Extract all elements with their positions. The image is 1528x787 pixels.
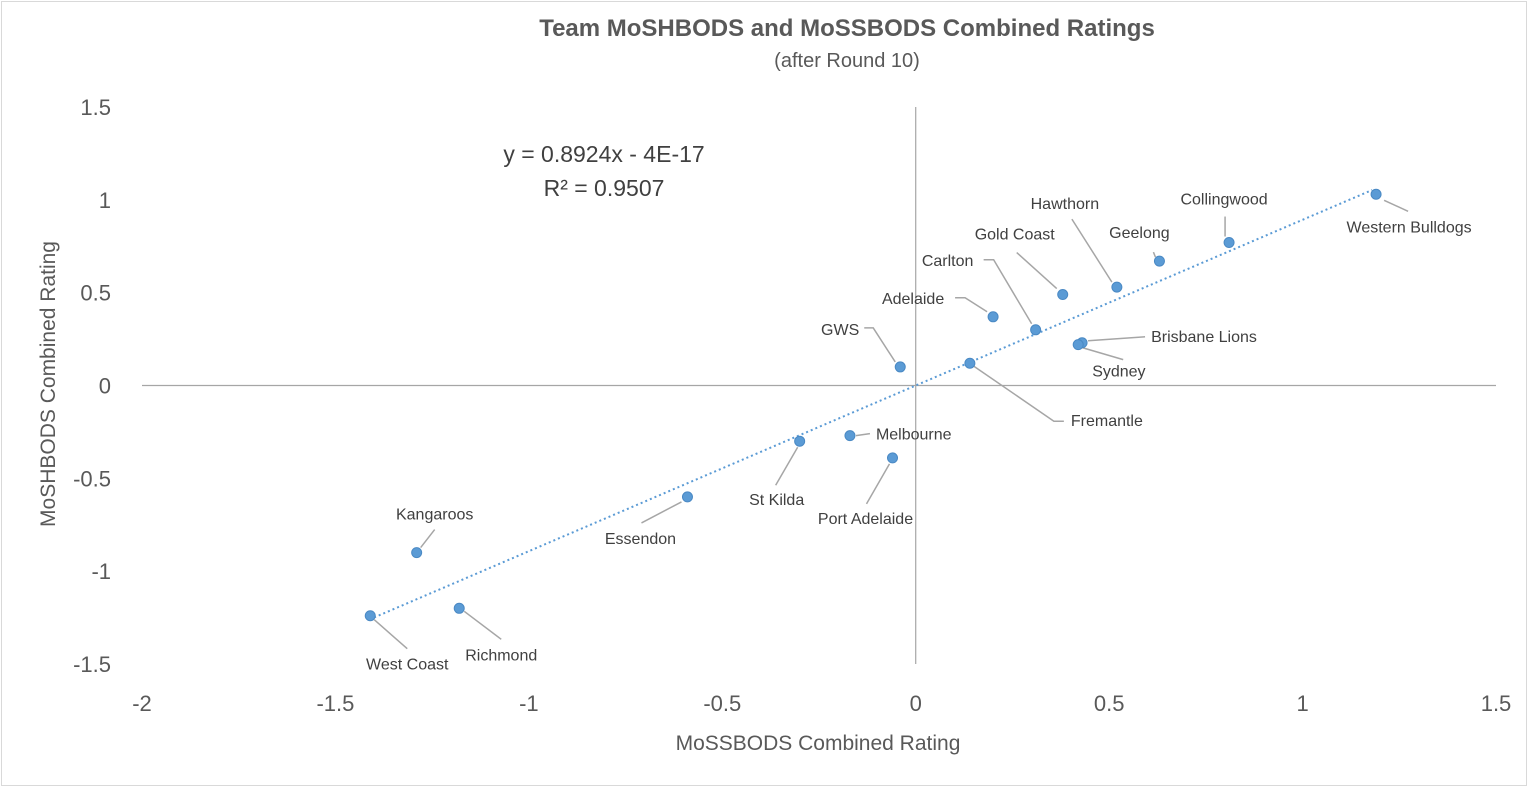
x-tick-label: 1 — [1296, 691, 1308, 716]
y-tick-label: -1 — [91, 559, 111, 584]
y-tick-label: 1.5 — [80, 95, 111, 120]
leader-line-west-coast — [373, 619, 408, 650]
x-tick-label: -1 — [519, 691, 539, 716]
data-point-st-kilda — [794, 435, 806, 447]
data-label-carlton: Carlton — [922, 253, 974, 270]
leader-line-fremantle — [973, 365, 1064, 422]
leader-line-sydney — [1081, 346, 1124, 361]
x-tick-label: 0 — [910, 691, 922, 716]
y-tick-label: 1 — [99, 188, 111, 213]
data-label-west-coast: West Coast — [366, 657, 449, 674]
data-label-richmond: Richmond — [465, 647, 537, 664]
leader-line-essendon — [641, 501, 682, 524]
data-label-st-kilda: St Kilda — [749, 492, 804, 509]
trendline-r-squared: R² = 0.9507 — [544, 175, 665, 201]
x-tick-label: -0.5 — [703, 691, 741, 716]
data-point-carlton — [1030, 324, 1042, 336]
leader-line-melbourne — [855, 432, 871, 437]
data-label-sydney: Sydney — [1092, 364, 1145, 381]
y-tick-label: 0 — [99, 374, 111, 399]
leader-line-brisbane-lions — [1088, 336, 1146, 342]
y-tick-label: -1.5 — [73, 652, 111, 677]
x-tick-label: 0.5 — [1094, 691, 1125, 716]
data-point-collingwood — [1223, 237, 1235, 249]
data-points — [364, 188, 1382, 622]
chart-subtitle: (after Round 10) — [774, 50, 920, 72]
leader-line-gws — [864, 327, 896, 363]
data-point-port-adelaide — [887, 452, 899, 464]
data-label-gws: GWS — [821, 322, 859, 339]
y-tick-label: 0.5 — [80, 281, 111, 306]
chart-title: Team MoSHBODS and MoSSBODS Combined Rati… — [539, 15, 1155, 42]
leader-line-st-kilda — [775, 446, 799, 486]
leader-line-geelong — [1152, 251, 1157, 258]
data-label-geelong: Geelong — [1109, 225, 1170, 242]
data-label-brisbane-lions: Brisbane Lions — [1151, 329, 1257, 346]
trendline — [373, 189, 1373, 619]
leader-line-kangaroos — [420, 529, 436, 549]
data-point-richmond — [453, 602, 465, 614]
data-point-essendon — [681, 491, 693, 503]
data-point-hawthorn — [1111, 281, 1123, 293]
leader-line-hawthorn — [1071, 218, 1113, 283]
y-axis-title: MoSHBODS Combined Rating — [37, 241, 60, 527]
x-axis-title: MoSSBODS Combined Rating — [676, 732, 961, 755]
data-label-adelaide: Adelaide — [882, 291, 944, 308]
trendline-equation: y = 0.8924x - 4E-17 — [503, 141, 704, 167]
data-label-hawthorn: Hawthorn — [1031, 196, 1099, 213]
x-tick-label: 1.5 — [1481, 691, 1512, 716]
data-labels: Western Bulldogs Collingwood Geelong Hawtho… — [366, 192, 1472, 674]
data-point-gold-coast — [1057, 289, 1069, 301]
y-tick-label: -0.5 — [73, 466, 111, 491]
data-label-collingwood: Collingwood — [1180, 192, 1267, 209]
data-point-fremantle — [964, 357, 976, 369]
trendline-layer — [373, 189, 1373, 619]
leader-line-richmond — [463, 610, 502, 640]
data-point-adelaide — [987, 311, 999, 323]
data-label-fremantle: Fremantle — [1071, 413, 1143, 430]
data-point-geelong — [1153, 255, 1165, 267]
data-label-gold-coast: Gold Coast — [975, 227, 1056, 244]
x-tick-label: -1.5 — [316, 691, 354, 716]
data-label-essendon: Essendon — [605, 531, 676, 548]
leader-line-port-adelaide — [865, 463, 891, 505]
data-point-kangaroos — [411, 547, 423, 559]
data-point-sydney — [1072, 339, 1084, 351]
leader-line-adelaide — [955, 297, 988, 313]
data-point-gws — [894, 361, 906, 373]
data-label-kangaroos: Kangaroos — [396, 507, 473, 524]
leader-lines — [373, 199, 1409, 650]
data-point-west-coast — [364, 610, 376, 622]
data-point-melbourne — [844, 430, 856, 442]
x-tick-label: -2 — [132, 691, 152, 716]
data-label-melbourne: Melbourne — [876, 427, 952, 444]
leader-line-carlton — [983, 259, 1033, 325]
data-label-western-bulldogs: Western Bulldogs — [1347, 219, 1472, 236]
data-label-port-adelaide: Port Adelaide — [818, 511, 913, 528]
data-point-western-bulldogs — [1370, 188, 1382, 200]
leader-line-gold-coast — [1016, 251, 1058, 290]
leader-line-western-bulldogs — [1383, 199, 1409, 212]
axes: -2 -1.5 -1 -0.5 0 0.5 1 1.5 -1.5 -1 -0.5 0 0.5 1 1.5 — [73, 95, 1511, 716]
